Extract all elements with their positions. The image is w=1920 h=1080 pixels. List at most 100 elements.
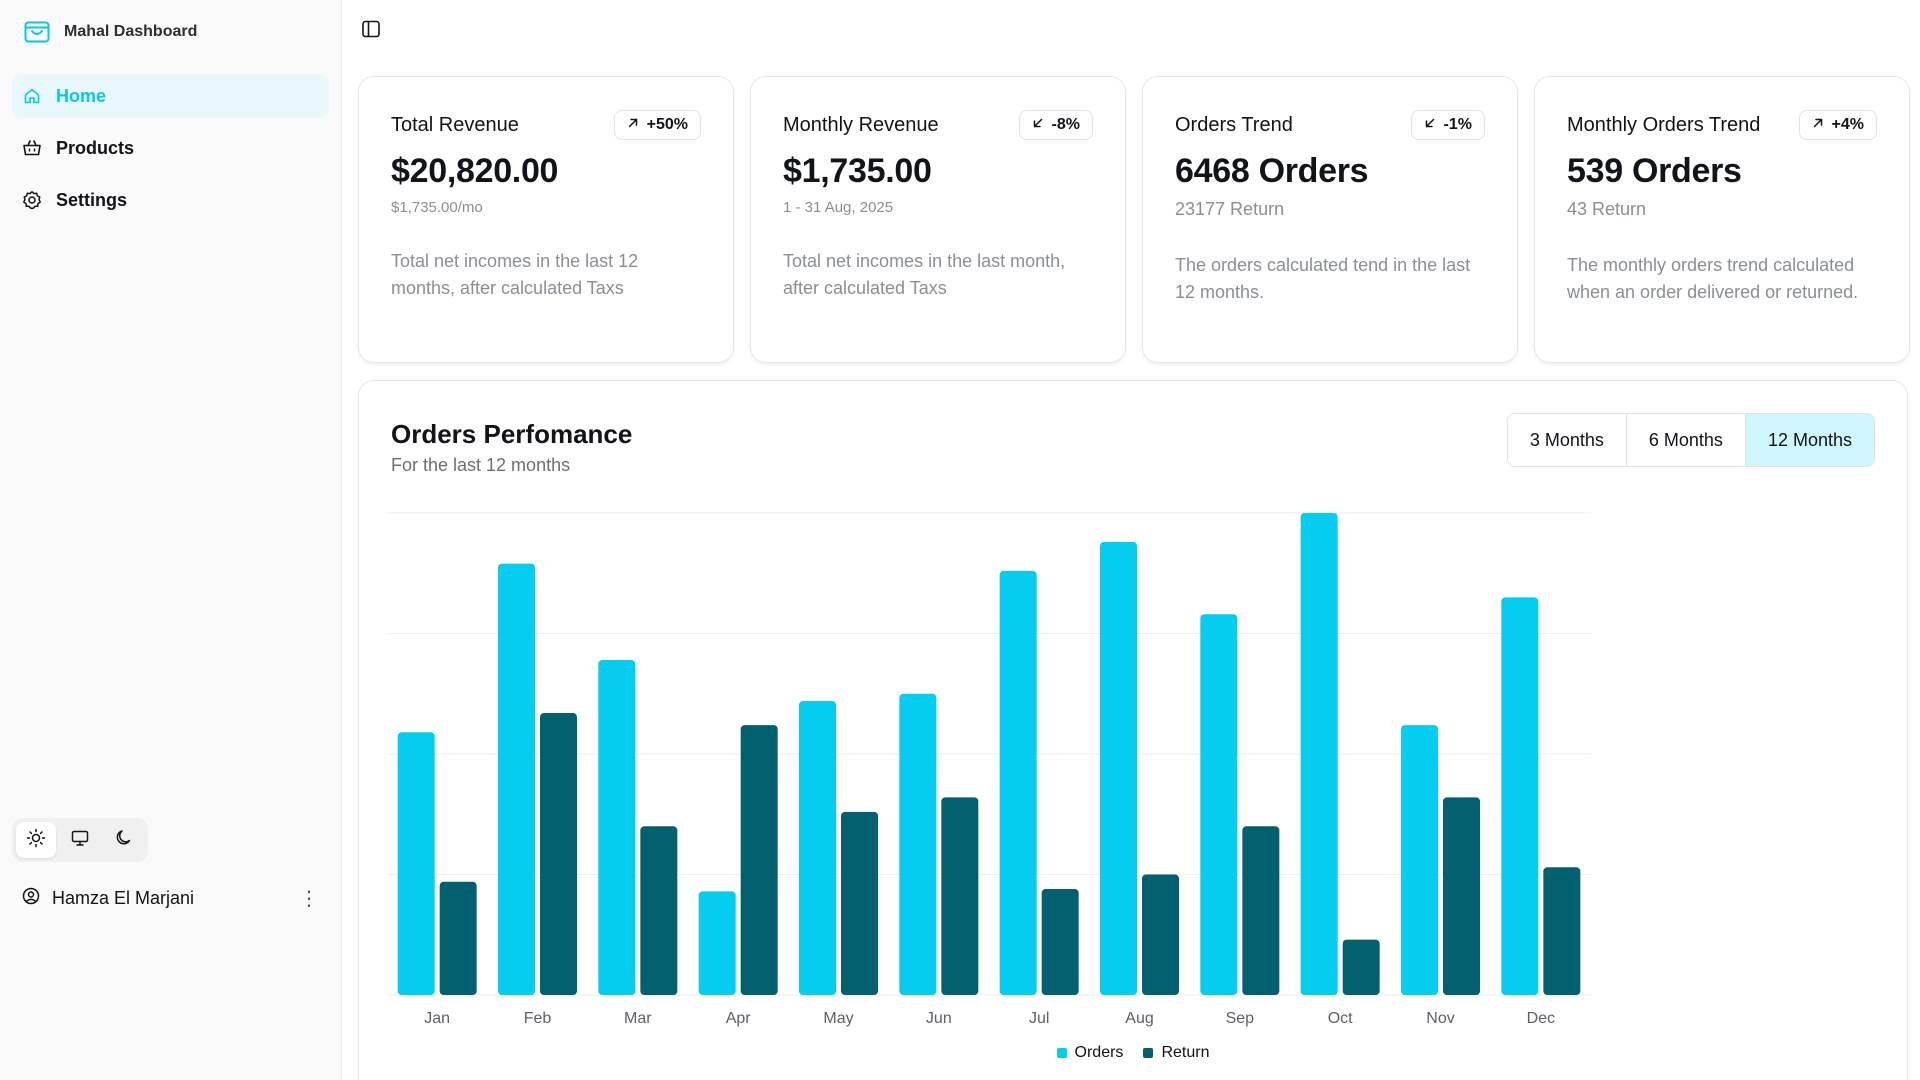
- orders-performance-panel: Orders Perfomance For the last 12 months…: [358, 380, 1908, 1080]
- x-tick-label: Jul: [1029, 1010, 1049, 1027]
- range-3-months-button[interactable]: 3 Months: [1507, 414, 1627, 466]
- card-title: Total Revenue: [391, 114, 519, 136]
- trend-badge: -1%: [1410, 110, 1485, 140]
- range-12-months-button[interactable]: 12 Months: [1745, 414, 1874, 466]
- theme-dark-button[interactable]: [104, 822, 144, 858]
- card-subtext: 23177 Return: [1175, 199, 1285, 219]
- sidebar-item-home[interactable]: Home: [12, 74, 329, 118]
- bar-return-apr[interactable]: [740, 725, 778, 995]
- card-title: Monthly Orders Trend: [1567, 114, 1761, 136]
- trend-value: +50%: [646, 116, 688, 133]
- card-description: The orders calculated tend in the last 1…: [1175, 255, 1471, 302]
- sidebar-item-settings[interactable]: Settings: [12, 178, 329, 222]
- stats-cards: Total Revenue +50% $20,820.00 $1,735.00/…: [358, 76, 1910, 363]
- legend-item-orders: Orders: [1056, 1044, 1124, 1062]
- bar-orders-sep[interactable]: [1200, 614, 1238, 995]
- panel-title: Orders Perfomance: [391, 419, 633, 449]
- x-tick-label: Feb: [524, 1010, 552, 1027]
- legend-label: Return: [1161, 1044, 1210, 1061]
- x-tick-label: Dec: [1527, 1010, 1555, 1027]
- bar-return-oct[interactable]: [1342, 939, 1380, 995]
- card-description: Total net incomes in the last month, aft…: [783, 251, 1066, 298]
- user-avatar-icon: [22, 887, 40, 910]
- card-subtext: $1,735.00/mo: [391, 199, 483, 216]
- card-title: Monthly Revenue: [783, 114, 939, 136]
- sidebar-item-label: Home: [56, 85, 107, 106]
- card-value: $1,735.00: [783, 152, 932, 190]
- bar-return-nov[interactable]: [1443, 797, 1480, 995]
- panel-subtitle: For the last 12 months: [391, 455, 571, 475]
- trend-value: -1%: [1443, 116, 1472, 133]
- user-menu[interactable]: Hamza El Marjani ⋮: [12, 878, 329, 918]
- theme-switch: [12, 818, 148, 862]
- home-icon: [22, 86, 42, 106]
- card-subtext: 43 Return: [1567, 199, 1647, 219]
- bar-return-feb[interactable]: [540, 713, 577, 995]
- arrow-down-left-icon: [1032, 116, 1044, 134]
- bar-orders-nov[interactable]: [1401, 725, 1438, 995]
- bar-return-aug[interactable]: [1142, 874, 1179, 996]
- bar-orders-dec[interactable]: [1501, 597, 1539, 995]
- bar-orders-aug[interactable]: [1100, 541, 1137, 995]
- chart-legend: Orders Return: [359, 1044, 1907, 1062]
- bar-return-sep[interactable]: [1242, 826, 1280, 995]
- bar-orders-feb[interactable]: [498, 563, 535, 995]
- trend-badge: +50%: [613, 110, 701, 140]
- theme-system-button[interactable]: [60, 822, 100, 858]
- card-value: $20,820.00: [391, 152, 559, 190]
- sidebar-nav: Home Products Settings: [0, 64, 341, 232]
- user-name: Hamza El Marjani: [52, 887, 195, 908]
- bar-orders-may[interactable]: [799, 700, 836, 995]
- stat-card-orders-trend: Orders Trend -1% 6468 Orders 23177 Retur…: [1142, 76, 1518, 363]
- bar-orders-mar[interactable]: [598, 660, 636, 995]
- legend-label: Orders: [1074, 1044, 1124, 1061]
- x-tick-label: Oct: [1328, 1010, 1353, 1027]
- range-6-months-button[interactable]: 6 Months: [1626, 414, 1746, 466]
- x-tick-label: Apr: [726, 1010, 752, 1027]
- x-tick-label: Nov: [1426, 1010, 1454, 1027]
- legend-swatch-orders: [1056, 1048, 1067, 1058]
- bar-orders-apr[interactable]: [698, 891, 736, 995]
- moon-icon: [114, 828, 134, 853]
- sidebar-item-products[interactable]: Products: [12, 126, 329, 170]
- stat-card-monthly-orders-trend: Monthly Orders Trend +4% 539 Orders 43 R…: [1534, 76, 1910, 363]
- trend-badge: -8%: [1018, 110, 1093, 140]
- gear-icon: [22, 190, 42, 210]
- brand[interactable]: Mahal Dashboard: [0, 0, 341, 64]
- bar-orders-jun[interactable]: [899, 693, 937, 995]
- basket-icon: [22, 138, 42, 158]
- bar-orders-oct[interactable]: [1300, 513, 1338, 995]
- x-tick-label: May: [823, 1010, 853, 1027]
- bar-orders-jan[interactable]: [397, 732, 435, 995]
- arrow-up-right-icon: [1812, 116, 1824, 134]
- legend-swatch-return: [1143, 1048, 1154, 1058]
- x-tick-label: Sep: [1226, 1010, 1255, 1027]
- sidebar-toggle-button[interactable]: [358, 18, 384, 44]
- bar-return-dec[interactable]: [1543, 867, 1581, 995]
- x-tick-label: Aug: [1125, 1010, 1153, 1027]
- legend-item-return: Return: [1143, 1044, 1209, 1062]
- stat-card-monthly-revenue: Monthly Revenue -8% $1,735.00 1 - 31 Aug…: [750, 76, 1126, 363]
- card-value: 6468 Orders: [1175, 152, 1369, 190]
- card-description: Total net incomes in the last 12 months,…: [391, 251, 639, 298]
- arrow-up-right-icon: [627, 116, 639, 134]
- bar-return-jan[interactable]: [439, 881, 477, 995]
- x-tick-label: Jun: [926, 1010, 952, 1027]
- sidebar-item-label: Settings: [56, 189, 128, 210]
- more-options-icon[interactable]: ⋮: [299, 887, 319, 910]
- card-subtext: 1 - 31 Aug, 2025: [783, 199, 894, 216]
- card-value: 539 Orders: [1567, 152, 1742, 190]
- main-content: Total Revenue +50% $20,820.00 $1,735.00/…: [342, 0, 1920, 1080]
- x-tick-label: Jan: [424, 1010, 450, 1027]
- trend-value: +4%: [1831, 116, 1864, 133]
- theme-light-button[interactable]: [16, 822, 56, 858]
- bar-return-may[interactable]: [841, 811, 878, 995]
- bar-return-jul[interactable]: [1041, 888, 1079, 995]
- card-title: Orders Trend: [1175, 114, 1293, 136]
- bar-return-jun[interactable]: [941, 797, 979, 995]
- bar-return-mar[interactable]: [640, 826, 678, 995]
- trend-value: -8%: [1051, 116, 1080, 133]
- panel-left-icon: [361, 19, 381, 44]
- x-tick-label: Mar: [624, 1010, 652, 1027]
- bar-orders-jul[interactable]: [999, 570, 1037, 995]
